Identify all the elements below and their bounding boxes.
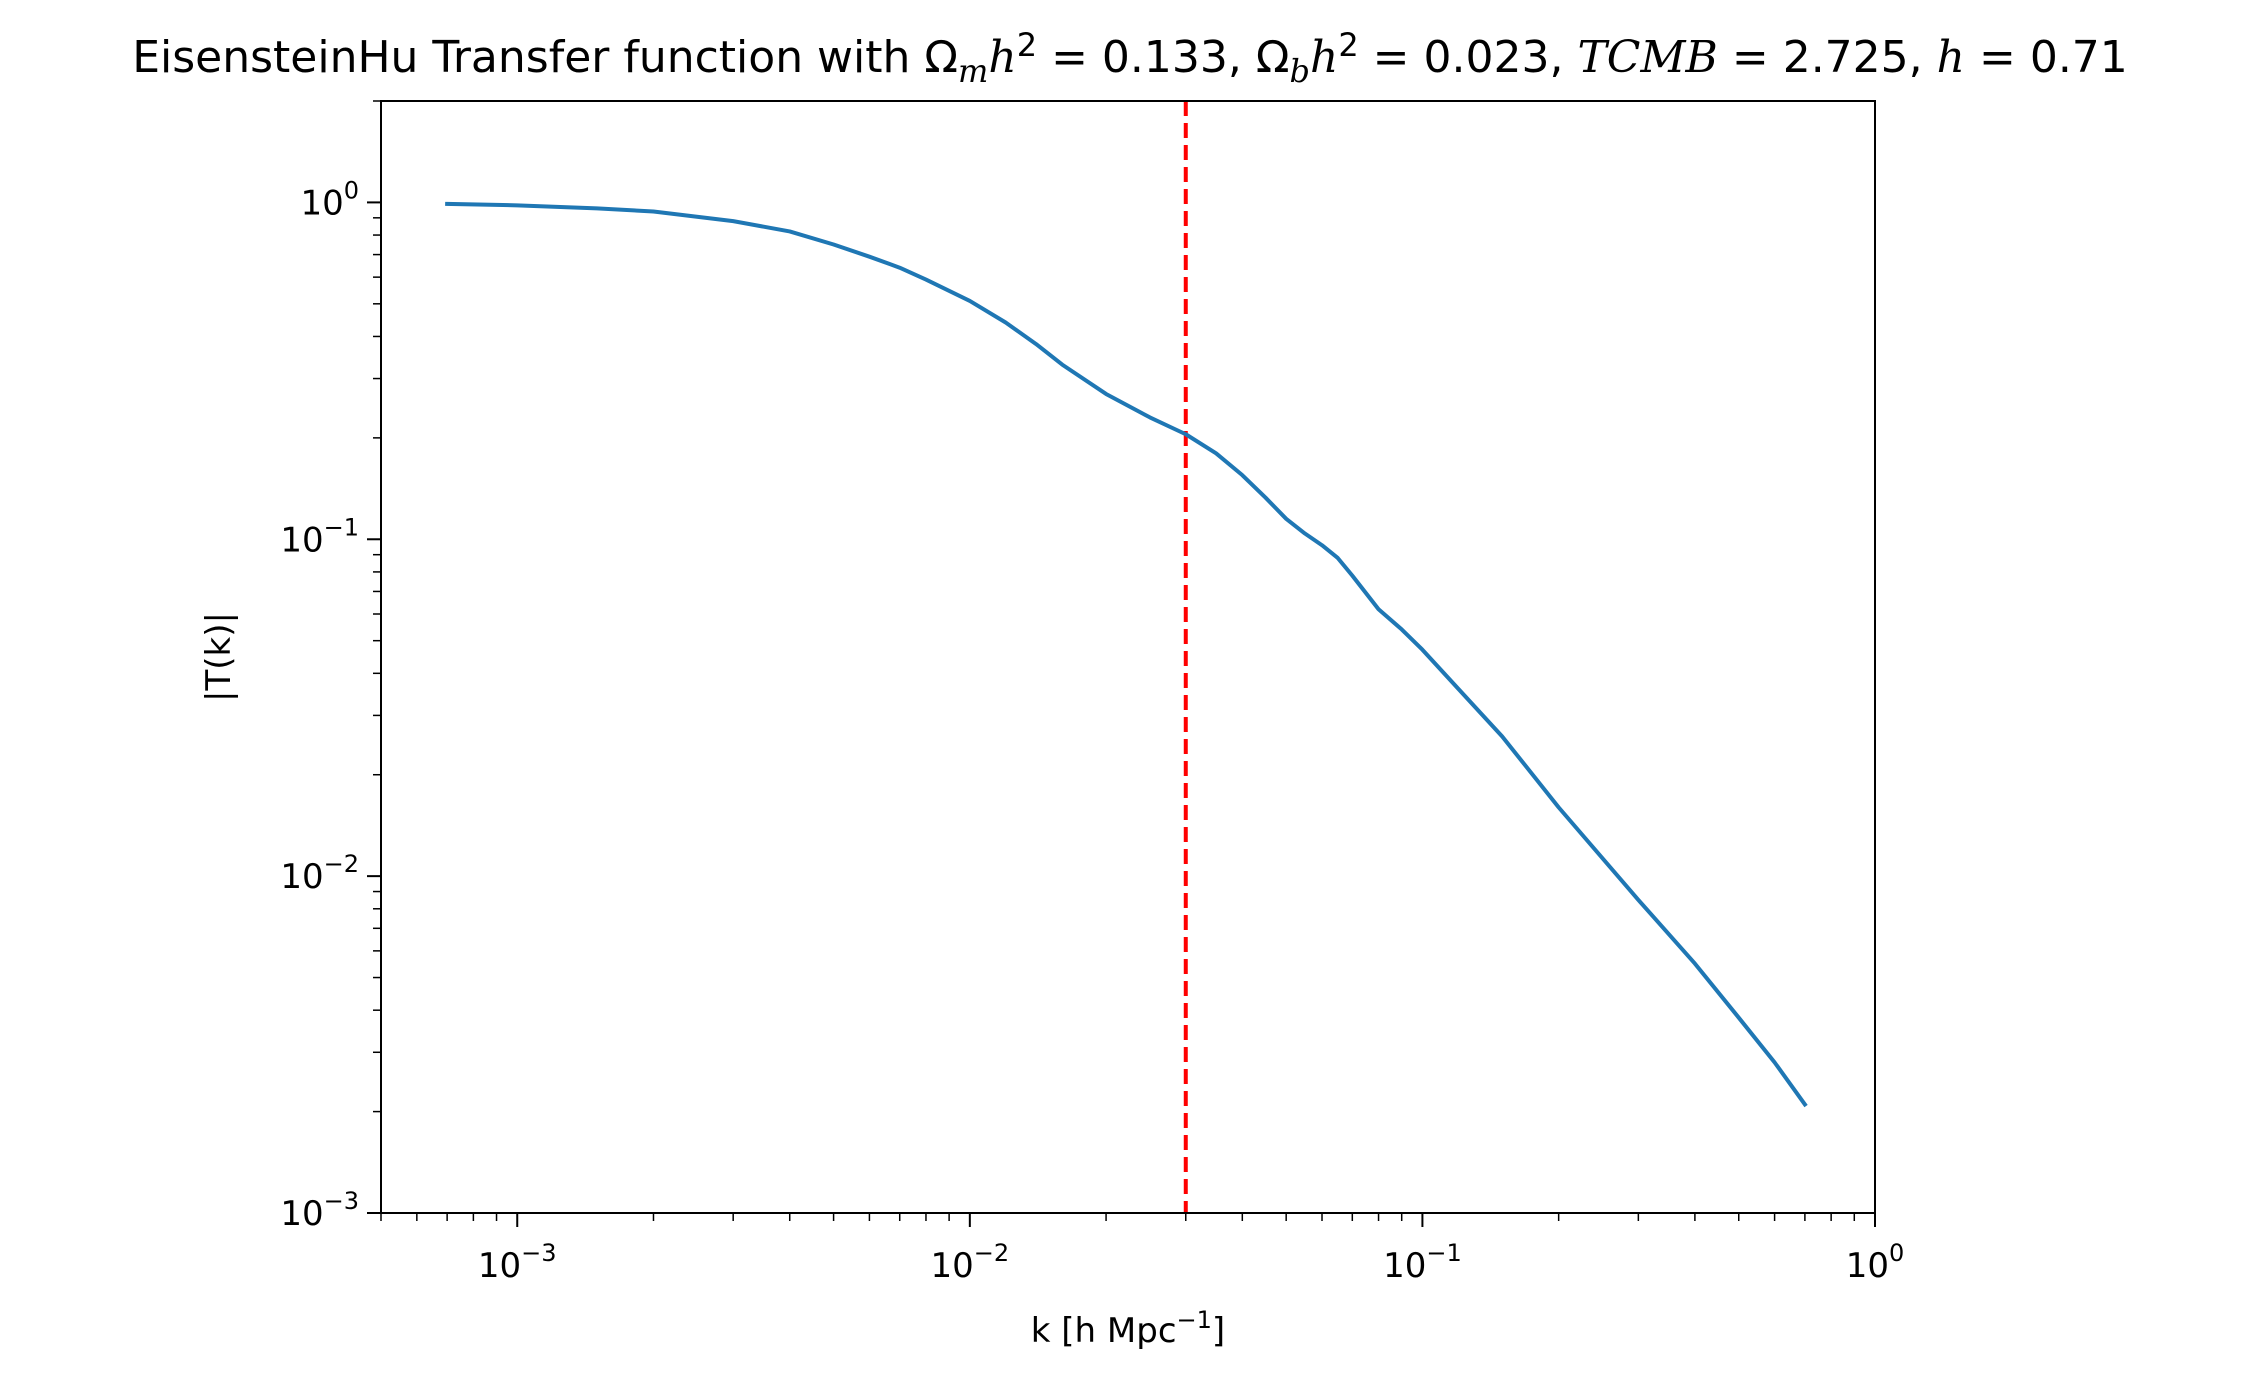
y-tick-label: 10−3 bbox=[280, 1187, 359, 1234]
title-subscript: b bbox=[1289, 52, 1309, 90]
y-tick-label: 10−2 bbox=[280, 850, 359, 897]
y-axis-ticks: 10−3 10−2 10−1 100 bbox=[280, 100, 381, 1234]
y-tick-label: 100 bbox=[300, 176, 359, 223]
title-variable: h bbox=[1310, 32, 1338, 83]
title-variable: h bbox=[1937, 32, 1965, 83]
x-tick-label: 10−3 bbox=[478, 1239, 557, 1286]
title-value: = 0.023, bbox=[1359, 32, 1578, 83]
title-variable: h bbox=[988, 32, 1016, 83]
title-prefix: EisensteinHu Transfer function with bbox=[132, 32, 924, 83]
plot-frame bbox=[380, 100, 1876, 1214]
series-layer bbox=[445, 201, 1808, 1108]
y-axis-label: |T(k)| bbox=[199, 612, 239, 702]
title-superscript: 2 bbox=[1338, 26, 1358, 64]
title-value: = 2.725, bbox=[1718, 32, 1937, 83]
title-subscript: m bbox=[958, 52, 988, 90]
title-symbol: Ω bbox=[924, 32, 958, 83]
title-value: = 0.133, bbox=[1037, 32, 1256, 83]
y-tick-label: 10−1 bbox=[280, 513, 359, 560]
title-superscript: 2 bbox=[1017, 26, 1037, 64]
x-label-text: k [h Mpc bbox=[1031, 1311, 1177, 1351]
chart-title: EisensteinHu Transfer function with Ωmh2… bbox=[132, 26, 2128, 90]
x-tick-label: 100 bbox=[1846, 1239, 1905, 1286]
title-value: = 0.71 bbox=[1965, 32, 2128, 83]
x-tick-label: 10−2 bbox=[930, 1239, 1009, 1286]
transfer-function-line bbox=[445, 201, 1808, 1108]
x-tick-label: 10−1 bbox=[1383, 1239, 1462, 1286]
title-symbol: Ω bbox=[1256, 32, 1290, 83]
x-axis-ticks: 10−3 10−2 10−1 100 bbox=[380, 1213, 1905, 1286]
x-label-superscript: −1 bbox=[1177, 1306, 1212, 1334]
x-axis-label: k [h Mpc−1] bbox=[1031, 1306, 1225, 1351]
x-label-suffix: ] bbox=[1212, 1311, 1225, 1351]
title-variable: TCMB bbox=[1577, 32, 1717, 83]
